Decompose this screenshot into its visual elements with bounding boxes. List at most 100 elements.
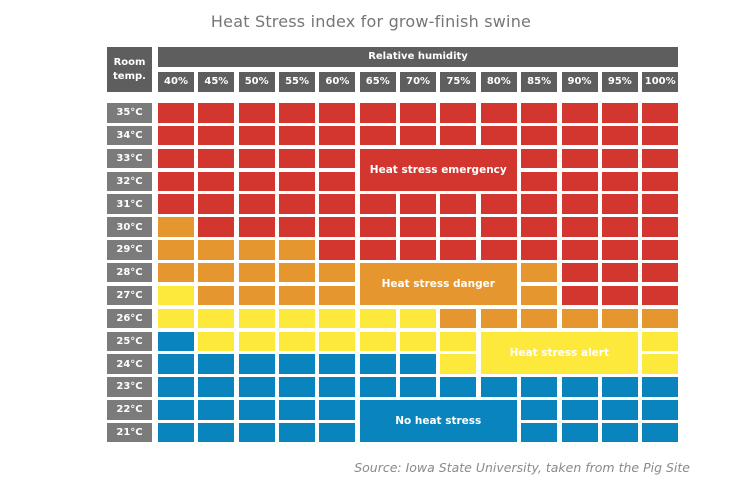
heatmap-cell [521,285,558,306]
heatmap-cell [198,377,235,397]
heatmap-cell [198,400,235,420]
heatmap-cell [158,377,194,397]
heatmap-cell [319,262,356,283]
heatmap-cell [440,354,477,374]
heatmap-cell [400,194,437,214]
heatmap-cell [319,400,356,420]
column-label: 95% [601,72,638,92]
heatmap-cell [198,354,235,374]
heatmap-cell [440,103,477,123]
heatmap-cell [198,285,235,306]
heatmap-cell [601,308,638,329]
heatmap-cell [400,103,437,123]
heatmap-cell [521,148,558,169]
heatmap-cell [279,377,316,397]
heatmap-cell [279,194,316,214]
heatmap-cell [319,148,356,169]
heatmap-cell [521,217,558,237]
heatmap-cell [642,354,679,374]
heatmap-cell [158,285,194,306]
heatmap-cell [158,331,194,351]
heatmap-cell [480,308,517,329]
row-label: 27°C [107,285,152,306]
heatmap-cell [642,148,679,169]
heatmap-cell [238,377,275,397]
heatmap-cell [319,285,356,306]
heatmap-cell [440,217,477,237]
heatmap-cell [279,400,316,420]
heatmap-cell [319,422,356,443]
heatmap-cell [238,148,275,169]
heatmap-cell [158,148,194,169]
heatmap-cell [601,103,638,123]
heatmap-cell [561,422,598,443]
heatmap-cell [158,354,194,374]
heatmap-cell [279,262,316,283]
heatmap-cell [642,308,679,329]
heatmap-cell [238,125,275,146]
column-label: 50% [238,72,275,92]
heatmap-cell [279,285,316,306]
heatmap-cell [198,125,235,146]
heatmap-cell [359,217,396,237]
heatmap-cell [238,240,275,260]
zone-label-O: Heat stress danger [359,262,517,306]
heatmap-cell [359,331,396,351]
heatmap-cell [198,217,235,237]
heatmap-cell [480,125,517,146]
heatmap-cell [561,240,598,260]
heatmap-cell [642,377,679,397]
heatmap-cell [521,400,558,420]
heatmap-cell [359,354,396,374]
heatmap-cell [521,171,558,192]
heatmap-cell [238,217,275,237]
heatmap-cell [198,148,235,169]
heatmap-cell [601,377,638,397]
heatmap-cell [521,377,558,397]
heatmap-cell [158,400,194,420]
heatmap-cell [279,148,316,169]
heatmap-cell [359,240,396,260]
heatmap-cell [198,331,235,351]
zone-label-B: No heat stress [359,400,517,443]
heatmap-cell [400,308,437,329]
heatmap-cell [440,194,477,214]
heatmap-cell [238,308,275,329]
heatmap-cell [601,217,638,237]
heatmap-cell [198,171,235,192]
heatmap-cell [319,217,356,237]
heatmap-cell [198,240,235,260]
heatmap-cell [158,217,194,237]
heatmap-cell [198,262,235,283]
heatmap-cell [359,103,396,123]
heatmap-cell [279,240,316,260]
heatmap-cell [561,400,598,420]
heatmap-cell [238,400,275,420]
heatmap-cell [319,308,356,329]
heatmap-cell [480,377,517,397]
heatmap-cell [400,217,437,237]
column-label: 45% [198,72,235,92]
heatmap-cell [561,308,598,329]
heatmap-cell [400,240,437,260]
heatmap-cell [601,285,638,306]
heatmap-cell [238,262,275,283]
heatmap-cell [279,103,316,123]
heatmap-cell [642,262,679,283]
heatmap-cell [561,262,598,283]
heatmap-cell [601,240,638,260]
heatmap-cell [521,422,558,443]
heatmap-cell [238,103,275,123]
heatmap-cell [521,194,558,214]
row-label: 22°C [107,400,152,420]
heatmap-cell [521,308,558,329]
heatmap-cell [238,285,275,306]
heatmap-cell [279,125,316,146]
zone-label-Y: Heat stress alert [480,331,638,374]
heatmap-cell [359,377,396,397]
heatmap-cell [238,171,275,192]
heatmap-cell [601,262,638,283]
heatmap-cell [601,422,638,443]
heatmap-cell [642,331,679,351]
heatmap-cell [480,103,517,123]
